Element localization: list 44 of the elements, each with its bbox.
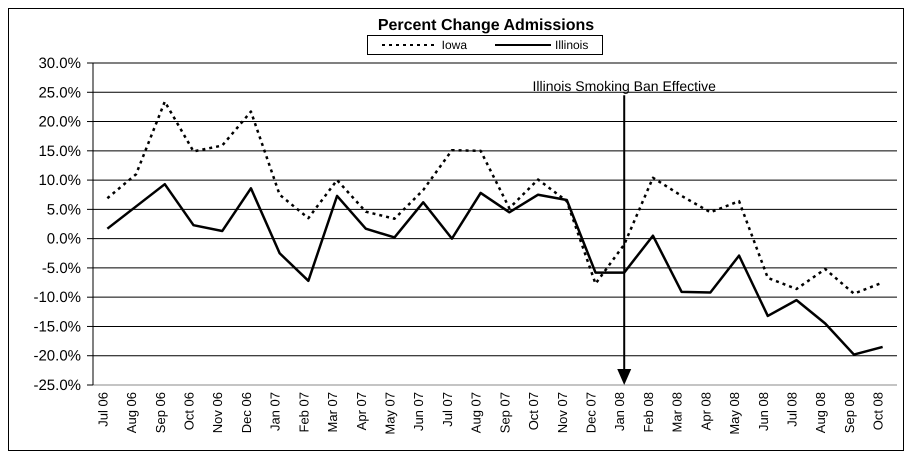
x-tick-label: Mar 07 — [325, 392, 340, 432]
x-tick-label: Aug 06 — [124, 392, 140, 434]
x-tick-label: Mar 08 — [670, 392, 685, 432]
x-tick-label: Feb 07 — [296, 392, 312, 432]
chart-title: Percent Change Admissions — [376, 17, 596, 35]
x-tick-label: Feb 08 — [640, 392, 656, 432]
x-tick-label: Jun 08 — [756, 392, 771, 432]
y-tick-label: 10.0% — [38, 172, 81, 190]
ref-line-label: Illinois Smoking Ban Effective — [532, 78, 716, 94]
y-tick-label: 25.0% — [38, 84, 81, 102]
y-tick-label: 0.0% — [46, 230, 81, 248]
x-tick-label: Jul 08 — [784, 392, 800, 427]
y-tick-label: -10.0% — [33, 289, 81, 306]
x-tick-label: Dec 06 — [238, 392, 254, 434]
x-tick-label: Jan 07 — [268, 392, 283, 432]
x-tick-label: May 07 — [382, 392, 398, 435]
x-tick-label: Dec 07 — [584, 392, 598, 434]
x-tick-label: May 08 — [727, 392, 742, 435]
x-tick-label: Oct 08 — [870, 392, 886, 430]
x-tick-label: Jul 07 — [440, 392, 455, 427]
x-tick-label: Sep 08 — [842, 392, 857, 434]
y-tick-label: 20.0% — [38, 114, 81, 131]
x-tick-label: Oct 06 — [182, 392, 196, 430]
x-tick-label: Nov 07 — [554, 392, 570, 434]
x-tick-label: Apr 07 — [354, 392, 369, 430]
x-tick-label: Jul 06 — [95, 392, 110, 427]
legend-label: Iowa — [440, 38, 467, 52]
x-tick-label: Jan 08 — [612, 392, 628, 432]
x-tick-label: Aug 07 — [468, 392, 484, 434]
legend-label: Illinois — [554, 38, 588, 52]
y-tick-label: 5.0% — [46, 201, 81, 218]
x-tick-label: Apr 08 — [698, 392, 714, 430]
y-tick-label: 30.0% — [38, 55, 81, 72]
y-tick-label: -15.0% — [33, 318, 81, 336]
x-tick-label: Sep 07 — [497, 392, 512, 434]
y-tick-label: -25.0% — [33, 377, 81, 394]
y-tick-label: 15.0% — [38, 142, 81, 160]
y-tick-label: -20.0% — [33, 348, 81, 365]
x-tick-label: Jun 07 — [411, 392, 426, 432]
x-tick-label: Oct 07 — [526, 392, 542, 430]
x-tick-label: Sep 06 — [152, 392, 168, 434]
x-tick-label: Nov 06 — [210, 392, 226, 434]
x-tick-label: Aug 08 — [813, 392, 828, 434]
y-tick-label: -5.0% — [42, 260, 81, 277]
